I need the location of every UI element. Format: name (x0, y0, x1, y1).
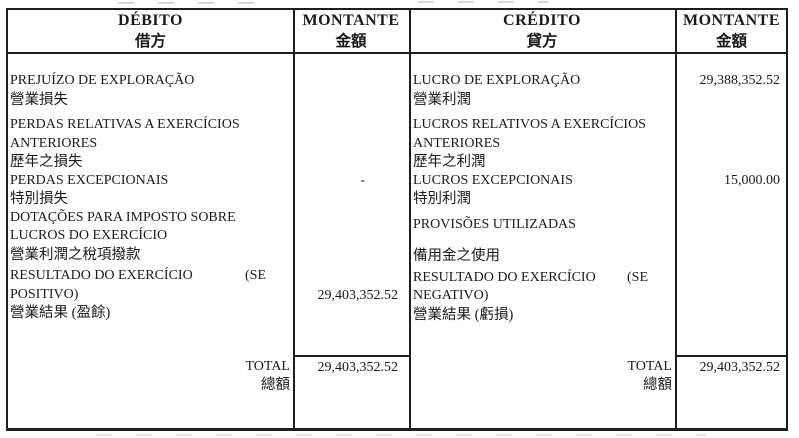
debit-total-label-zh: 總額 (261, 377, 290, 393)
credit-total-label-pt: TOTAL (627, 359, 672, 374)
debit-result-label: RESULTADO DO EXERCÍCIO (10, 268, 193, 283)
debit-result-amount: 29,403,352.52 (317, 288, 399, 303)
debit-item-label: PERDAS RELATIVAS A EXERCÍCIOS (10, 117, 240, 132)
header-cell-debit: DÉBITO 借方 (8, 10, 293, 52)
credit-result-label: RESULTADO DO EXERCÍCIO (413, 269, 596, 285)
credit-item-label-zh: 備用金之使用 (413, 248, 500, 264)
debit-header-label-zh: 借方 (134, 33, 166, 50)
credit-items-column: LUCRO DE EXPLORAÇÃO 營業利潤 LUCROS RELATIVO… (413, 64, 671, 324)
header-bottom-rule (6, 52, 788, 54)
credit-item-label: LUCROS EXCEPCIONAIS (413, 172, 573, 188)
credit-item-label: LUCRO DE EXPLORAÇÃO (413, 73, 581, 88)
debit-item-label-zh: 特別損失 (10, 191, 68, 207)
credit-header-label: CRÉDITO (503, 12, 581, 29)
debit-total-label-pt: TOTAL (245, 359, 290, 374)
credit-item-label: RESULTADO DO EXERCÍCIO (SE (413, 269, 671, 288)
column-divider-debit-amount (293, 8, 295, 431)
column-divider-credit-amount (675, 8, 677, 431)
header-cell-credit-amount: MONTANTE 金額 (677, 10, 786, 52)
credit-item-label: ANTERIORES (413, 135, 501, 151)
debit-total-top-rule (293, 355, 411, 357)
debit-item-label: PERDAS EXCEPCIONAIS (10, 172, 169, 188)
debit-header-label: DÉBITO (118, 12, 183, 29)
credit-operating-amount: 29,388,352.52 (699, 73, 781, 88)
credit-amount-header-label: MONTANTE (682, 12, 781, 29)
credit-result-label-suffix: (SE (627, 269, 648, 285)
scan-artifact (118, 2, 268, 4)
table-outer-border (6, 8, 788, 431)
debit-item-label: RESULTADO DO EXERCÍCIO (SE (10, 267, 289, 286)
credit-item-label-zh: 營業利潤 (413, 91, 471, 108)
debit-result-label-suffix: (SE (245, 268, 266, 283)
debit-items-column: PREJUÍZO DE EXPLORAÇÃO 營業損失 PERDAS RELAT… (10, 64, 289, 323)
header-cell-debit-amount: MONTANTE 金額 (295, 10, 407, 52)
debit-amount-header-label: MONTANTE (302, 12, 400, 29)
credit-item-label-zh: 歷年之利潤 (413, 154, 486, 170)
credit-item-label-zh: 特別利潤 (413, 191, 471, 207)
credit-item-label: LUCROS RELATIVOS A EXERCÍCIOS (413, 117, 646, 132)
debit-item-label-zh: 營業損失 (10, 91, 68, 108)
header-cell-credit: CRÉDITO 貸方 (411, 10, 673, 52)
debit-total-amount: 29,403,352.52 (317, 360, 399, 375)
debit-item-label-zh: 營業結果 (盈餘) (10, 305, 111, 321)
debit-item-label-zh: 歷年之損失 (10, 154, 83, 170)
debit-item-label-zh: 營業利潤之稅項撥款 (10, 246, 141, 263)
credit-amount-header-label-zh: 金額 (715, 33, 747, 50)
credit-total-label-zh: 總額 (643, 377, 672, 393)
credit-item-label-zh: 營業結果 (虧損) (413, 306, 514, 323)
credit-item-label: NEGATIVO) (413, 288, 489, 303)
debit-item-label: ANTERIORES (10, 135, 98, 151)
debit-amount-header-label-zh: 金額 (335, 33, 367, 50)
credit-item-label: PROVISÕES UTILIZADAS (413, 216, 576, 232)
scan-artifact (418, 1, 548, 3)
debit-item-label: LUCROS DO EXERCÍCIO (10, 228, 168, 243)
debit-item-label: DOTAÇÕES PARA IMPOSTO SOBRE (10, 209, 236, 225)
credit-total-top-rule (675, 355, 788, 357)
credit-total-amount: 29,403,352.52 (699, 360, 781, 375)
credit-total-label: TOTAL 總額 (413, 357, 672, 395)
column-divider-center (409, 8, 411, 431)
debit-item-label: PREJUÍZO DE EXPLORAÇÃO (10, 73, 195, 88)
debit-item-label: POSITIVO) (10, 286, 79, 302)
credit-header-label-zh: 貸方 (526, 33, 558, 50)
debit-exceptional-amount: - (360, 173, 365, 188)
debit-total-label: TOTAL 總額 (10, 357, 290, 395)
scan-artifact (96, 434, 706, 436)
credit-exceptional-amount: 15,000.00 (724, 173, 780, 188)
